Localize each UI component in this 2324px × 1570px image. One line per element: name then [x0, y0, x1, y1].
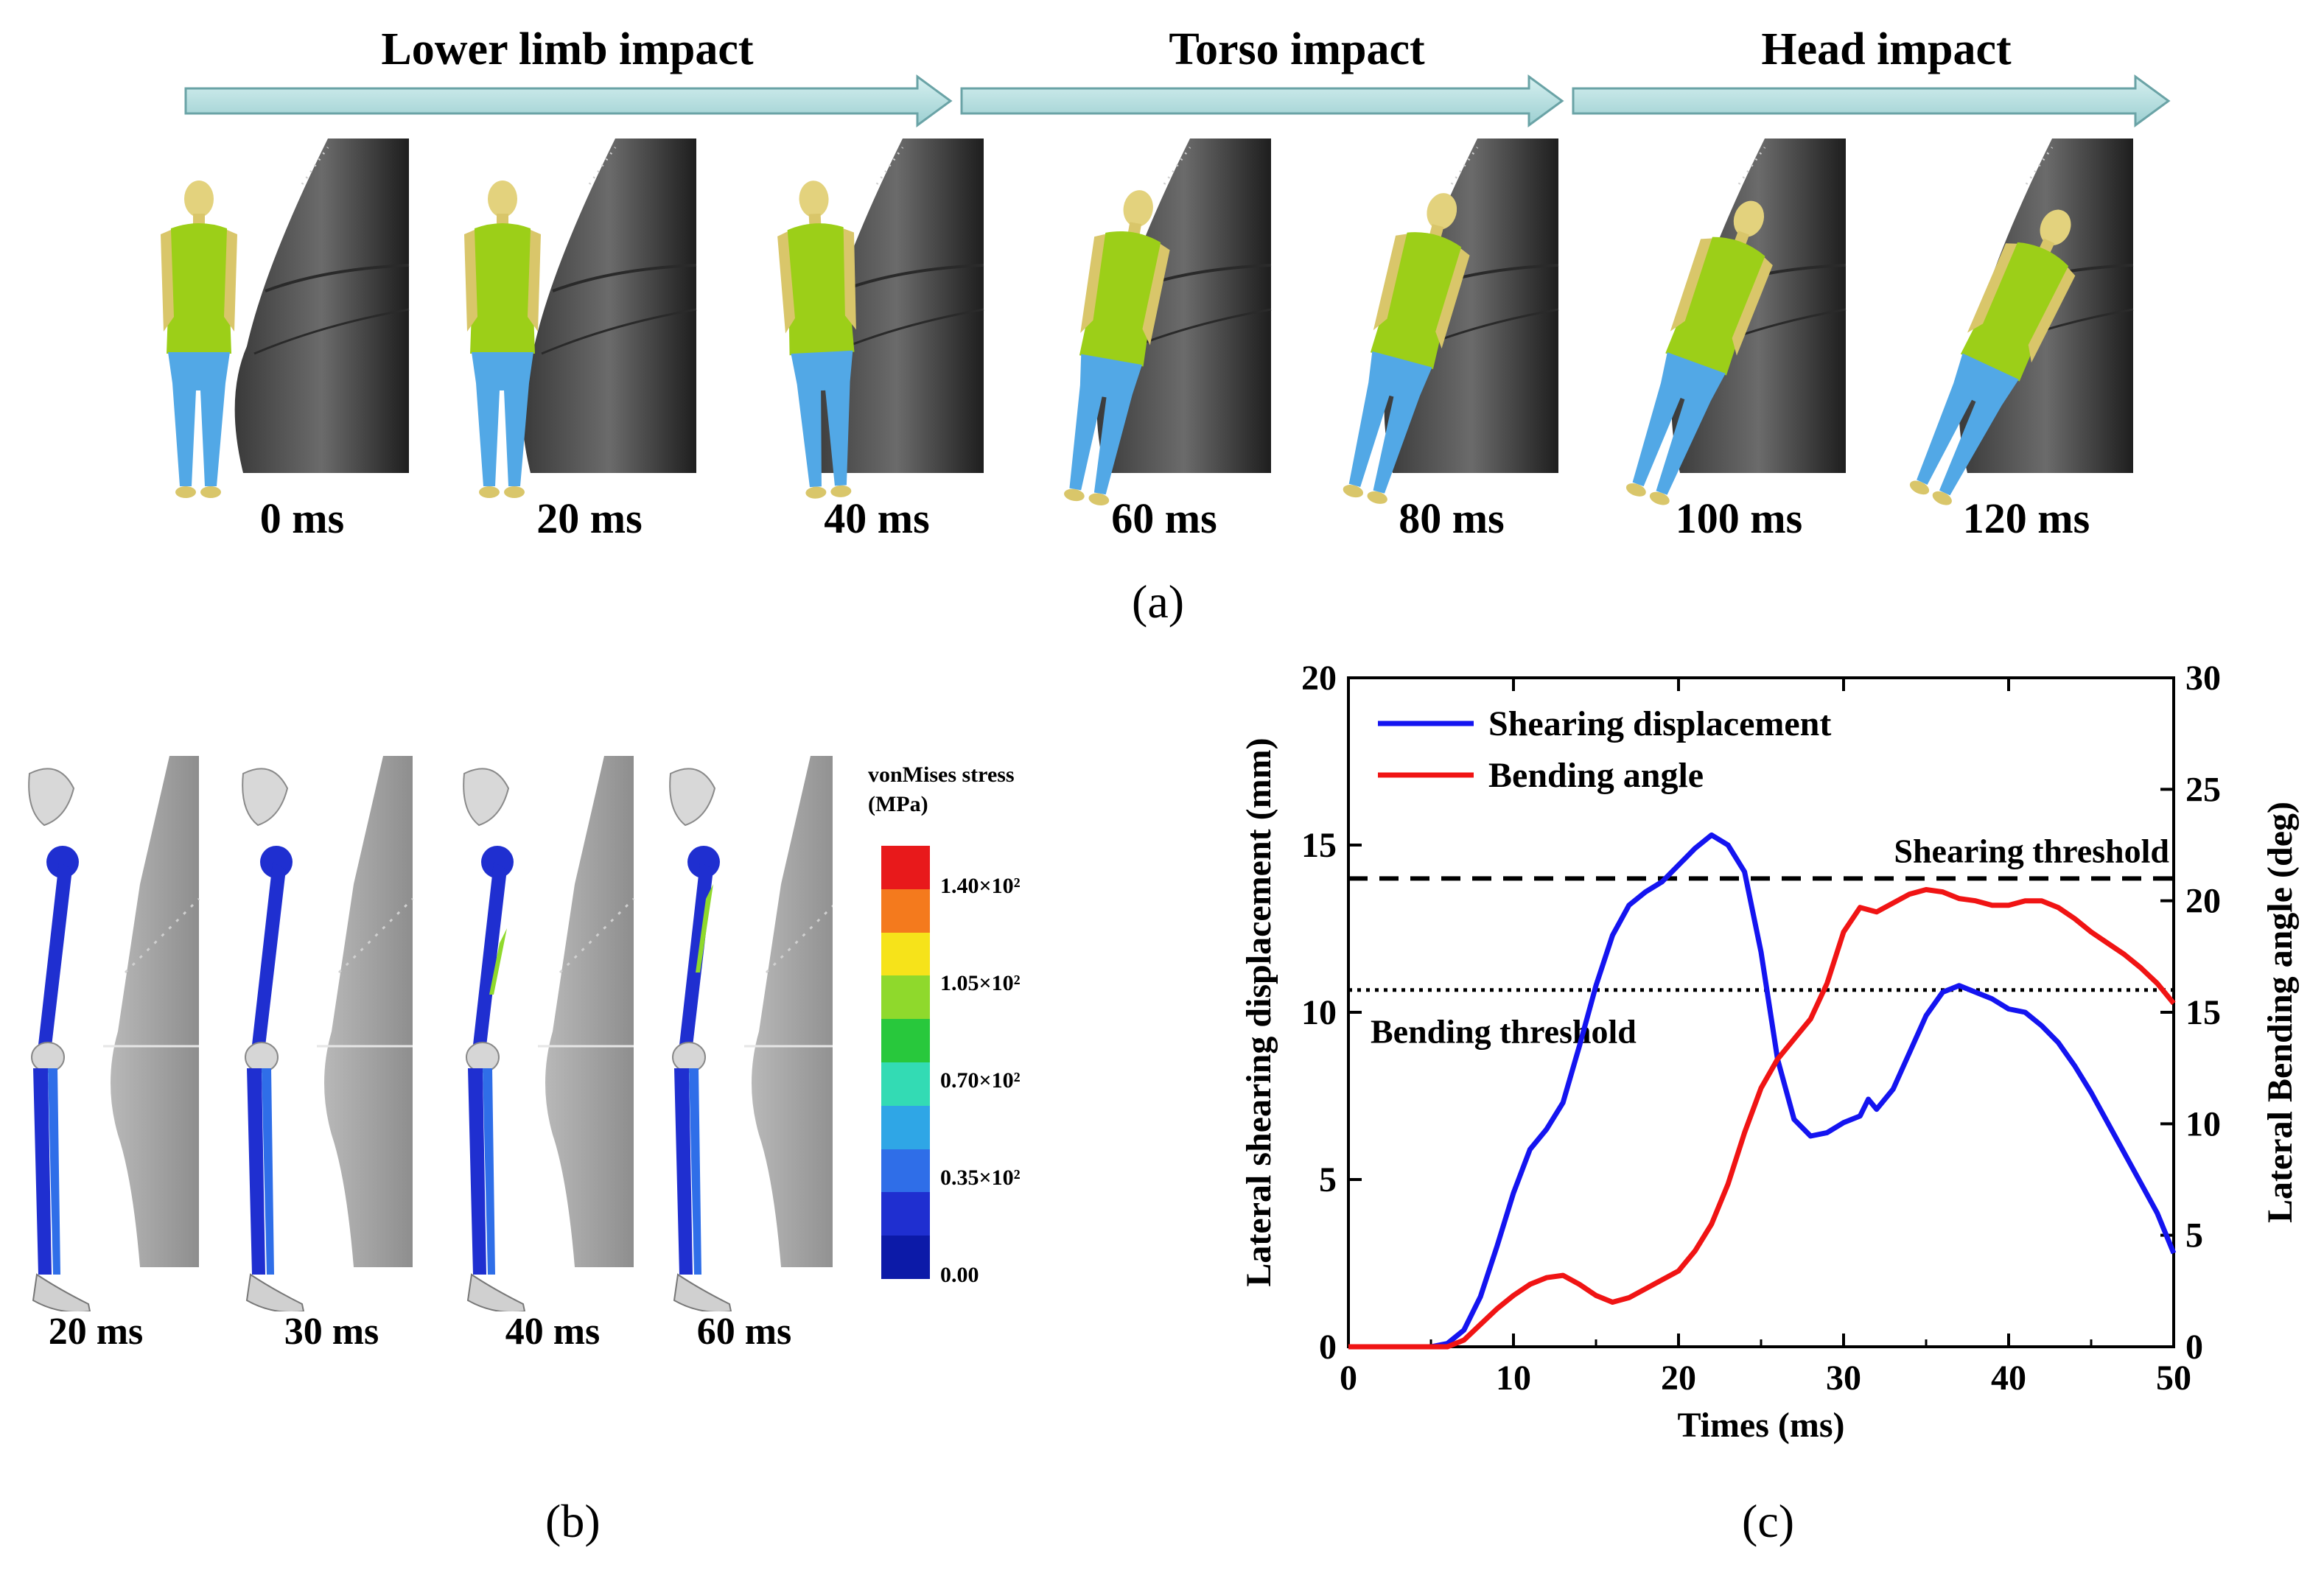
y-right-tick-label: 5 [2185, 1216, 2203, 1255]
series-line-bending [1348, 887, 2176, 1350]
leg-frame-30ms [242, 754, 414, 1311]
colorbar-segment [881, 1105, 930, 1149]
frame-60ms [1049, 137, 1273, 508]
colorbar-tick-105: 1.05×10² [940, 971, 1021, 995]
colorbar-segment [881, 1062, 930, 1106]
arrow-torso [960, 74, 1564, 127]
colorbar-tick-140: 1.40×10² [940, 874, 1021, 898]
y-left-tick-label: 0 [1319, 1328, 1337, 1367]
arrow-head [1572, 74, 2171, 127]
threshold-label-shearing: Shearing threshold [1894, 832, 2169, 869]
leg-frame-20ms [28, 754, 200, 1311]
frame-label-20ms: 20 ms [536, 494, 643, 542]
frame-0ms [161, 137, 410, 498]
phase-arrows [184, 74, 2171, 127]
y-left-tick-label: 15 [1301, 826, 1337, 865]
frame-80ms [1327, 137, 1560, 508]
colorbar [881, 846, 930, 1279]
colorbar-title-line1: vonMises stress [868, 763, 1015, 787]
leg-frame-60ms [669, 754, 833, 1311]
colorbar-segment [881, 1149, 930, 1193]
frame-label-40ms: 40 ms [824, 494, 930, 542]
leg-frame-40ms [463, 754, 635, 1311]
phase-label-lower-limb: Lower limb impact [381, 24, 754, 74]
y-right-tick-label: 20 [2185, 882, 2221, 921]
frame-40ms [774, 137, 985, 500]
colorbar-title-line2: (MPa) [868, 792, 928, 816]
frame-label-80ms: 80 ms [1399, 494, 1505, 542]
y-right-tick-label: 30 [2185, 659, 2221, 698]
colorbar-segment [881, 889, 930, 933]
legend-label: Shearing displacement [1488, 704, 1831, 743]
x-tick-label: 50 [2156, 1359, 2191, 1398]
frame-120ms [1894, 137, 2135, 508]
leg-label-30ms: 30 ms [284, 1311, 379, 1353]
frame-label-100ms: 100 ms [1675, 494, 1803, 542]
frame-label-60ms: 60 ms [1111, 494, 1217, 542]
arrow-lower-limb [184, 74, 953, 127]
frame-label-120ms: 120 ms [1962, 494, 2090, 542]
threshold-label-bending: Bending threshold [1371, 1013, 1637, 1051]
leg-label-40ms: 40 ms [505, 1311, 601, 1353]
colorbar-segment [881, 932, 930, 976]
x-tick-label: 40 [1991, 1359, 2026, 1398]
crash-frames [161, 137, 2135, 508]
panel-c-label: (c) [1742, 1495, 1795, 1547]
colorbar-segment [881, 846, 930, 889]
frame-label-0ms: 0 ms [259, 494, 345, 542]
y-right-axis-label: Lateral Bending angle (deg) [2261, 802, 2300, 1223]
legend-label: Bending angle [1488, 756, 1704, 795]
y-left-tick-label: 20 [1301, 659, 1337, 698]
y-right-tick-label: 25 [2185, 770, 2221, 809]
colorbar-segment [881, 1019, 930, 1062]
leg-label-60ms: 60 ms [696, 1311, 792, 1353]
y-left-axis-label: Lateral shearing displacement (mm) [1239, 737, 1278, 1286]
x-tick-label: 20 [1661, 1359, 1696, 1398]
series-line-shearing [1348, 832, 2177, 1350]
colorbar-tick-035: 0.35×10² [940, 1166, 1021, 1190]
y-right-tick-label: 0 [2185, 1328, 2203, 1367]
x-tick-label: 10 [1496, 1359, 1531, 1398]
panel-a-label: (a) [1132, 575, 1185, 628]
frame-20ms [464, 137, 698, 498]
x-tick-label: 0 [1340, 1359, 1357, 1398]
y-left-tick-label: 5 [1319, 1160, 1337, 1199]
leg-stress-images [28, 754, 833, 1311]
colorbar-tick-000: 0.00 [940, 1263, 979, 1287]
x-tick-label: 30 [1826, 1359, 1861, 1398]
y-left-tick-label: 10 [1301, 993, 1337, 1032]
colorbar-segment [881, 975, 930, 1020]
colorbar-tick-070: 0.70×10² [940, 1068, 1021, 1093]
y-right-tick-label: 15 [2185, 993, 2221, 1032]
y-right-tick-label: 10 [2185, 1104, 2221, 1143]
phase-label-torso: Torso impact [1169, 24, 1425, 74]
phase-label-head: Head impact [1761, 24, 2012, 74]
frame-100ms [1610, 137, 1847, 508]
panel-b-label: (b) [545, 1495, 601, 1547]
colorbar-segment [881, 1236, 930, 1279]
leg-label-20ms: 20 ms [48, 1311, 144, 1353]
x-axis-label: Times (ms) [1677, 1406, 1844, 1445]
colorbar-title: vonMises stress (MPa) [868, 760, 1015, 819]
colorbar-segment [881, 1192, 930, 1236]
